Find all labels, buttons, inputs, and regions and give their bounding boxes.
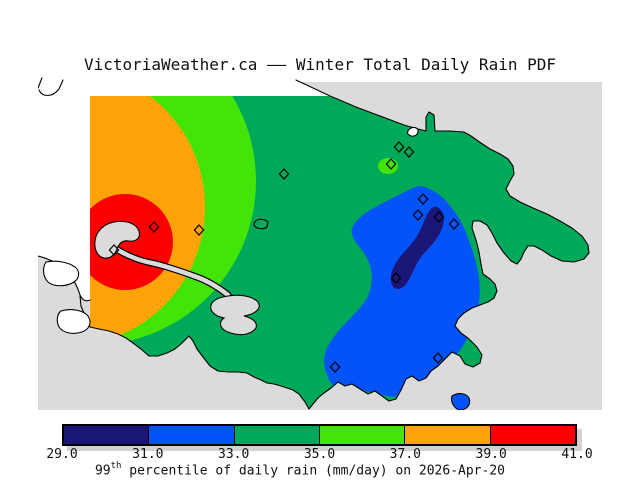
station-marker — [108, 244, 120, 256]
station-marker — [148, 221, 160, 233]
colorbar-segment — [318, 426, 405, 444]
rain-band-31-33 — [324, 186, 480, 397]
colorbar-tick-label: 41.0 — [561, 447, 593, 462]
colorbar — [62, 424, 577, 446]
round-bay — [56, 309, 91, 334]
inlet-notch — [407, 126, 419, 137]
lake-outline — [253, 218, 269, 230]
caption-text: percentile of daily rain (mm/day) on 202… — [121, 463, 505, 479]
coastline — [79, 79, 590, 410]
colorbar-tick-label: 29.0 — [46, 447, 78, 462]
colorbar-caption: 99th percentile of daily rain (mm/day) o… — [0, 461, 600, 479]
colorbar-tick-label: 37.0 — [389, 447, 421, 462]
colorbar-segment — [489, 426, 575, 444]
station-marker — [385, 158, 397, 170]
colorbar-tick-label: 35.0 — [303, 447, 336, 462]
caption-superscript: th — [110, 461, 122, 471]
lagoon-bay — [43, 260, 80, 287]
colorbar-tick-label: 33.0 — [218, 447, 250, 462]
colorbar-segment — [148, 426, 234, 444]
map-canvas — [37, 70, 602, 411]
station-marker — [432, 352, 444, 364]
station-marker — [412, 209, 424, 221]
peninsula-area — [94, 220, 140, 259]
station-marker — [433, 211, 445, 223]
colorbar-segment — [404, 426, 490, 444]
waterway-fill — [113, 246, 231, 298]
station-marker — [329, 361, 341, 373]
station-marker — [393, 141, 405, 153]
station-marker — [278, 168, 290, 180]
station-marker — [403, 146, 415, 158]
rain-band-39-41 — [90, 194, 173, 290]
rain-field — [90, 96, 589, 409]
rain-band-29-31 — [390, 206, 444, 289]
colorbar-tick-label: 39.0 — [475, 447, 507, 462]
station-marker — [448, 218, 460, 230]
edge-coast-curve — [38, 79, 64, 97]
station-marker — [417, 193, 429, 205]
edge-coast-tick — [37, 77, 43, 89]
colorbar-segment — [64, 426, 149, 444]
station-marker — [390, 272, 402, 284]
station-markers — [108, 141, 460, 373]
caption-value: 99 — [94, 463, 111, 479]
contour-map — [37, 77, 602, 411]
harbour-area — [210, 294, 260, 336]
colorbar-segment — [233, 426, 319, 444]
colorbar-tick-label: 31.0 — [132, 447, 164, 462]
station-marker — [193, 224, 205, 236]
chart-title: VictoriaWeather.ca —— Winter Total Daily… — [83, 55, 556, 74]
island-rain-band-31-33 — [451, 393, 471, 411]
ocean-area — [38, 82, 332, 301]
